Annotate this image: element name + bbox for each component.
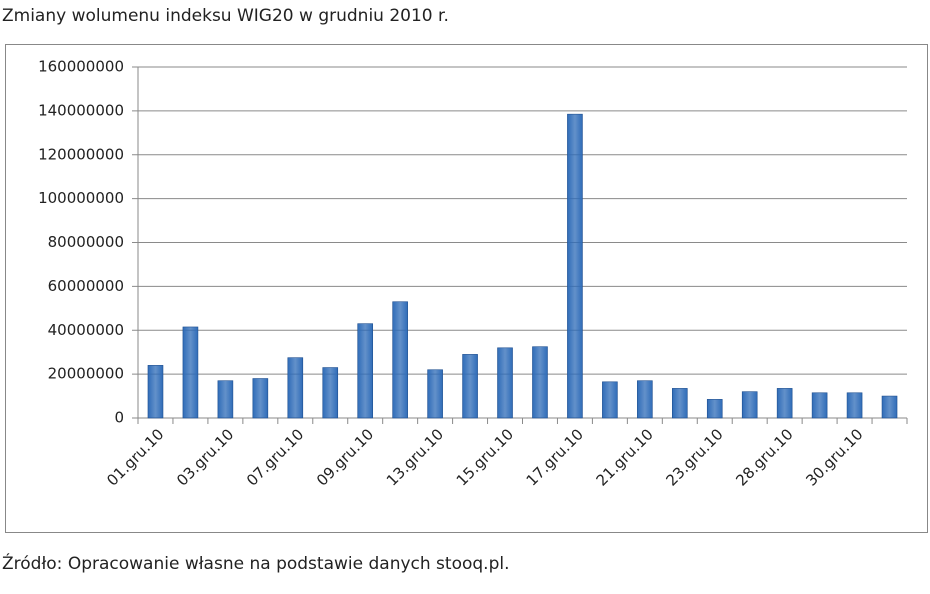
y-tick-label: 100000000 xyxy=(38,189,124,207)
bar xyxy=(637,380,653,419)
source-note: Źródło: Opracowanie własne na podstawie … xyxy=(2,552,510,574)
bar xyxy=(497,347,513,419)
x-tick-label: 09.gru.10 xyxy=(313,425,377,489)
bar xyxy=(567,113,583,419)
x-tick-label: 03.gru.10 xyxy=(173,425,237,489)
y-tick-label: 40000000 xyxy=(48,321,124,339)
bar xyxy=(706,399,723,419)
bar xyxy=(671,388,688,419)
bar xyxy=(357,323,374,419)
y-tick-label: 60000000 xyxy=(48,277,124,295)
bar xyxy=(392,301,408,419)
x-tick-label: 30.gru.10 xyxy=(802,425,866,489)
x-tick-label: 07.gru.10 xyxy=(243,425,307,489)
x-tick-label: 01.gru.10 xyxy=(103,425,167,489)
chart-title: Zmiany wolumenu indeksu WIG20 w grudniu … xyxy=(2,6,449,26)
bar xyxy=(462,354,478,419)
y-tick-label: 160000000 xyxy=(38,58,124,76)
bar xyxy=(427,369,443,419)
y-tick-label: 120000000 xyxy=(38,145,124,163)
x-tick-label: 28.gru.10 xyxy=(732,425,796,489)
bar xyxy=(322,367,339,419)
bar xyxy=(287,357,304,419)
bar xyxy=(182,326,199,419)
bar xyxy=(776,388,793,419)
y-tick-label: 140000000 xyxy=(38,101,124,119)
bar xyxy=(252,378,269,419)
x-tick-label: 23.gru.10 xyxy=(662,425,726,489)
bar xyxy=(602,381,618,419)
bar xyxy=(741,391,758,419)
y-tick-label: 80000000 xyxy=(48,233,124,251)
chart-frame xyxy=(5,44,928,533)
bar xyxy=(532,346,548,419)
y-tick-label: 0 xyxy=(114,409,124,427)
x-tick-label: 15.gru.10 xyxy=(453,425,517,489)
bar xyxy=(147,365,164,419)
x-tick-label: 13.gru.10 xyxy=(383,425,447,489)
y-tick-label: 20000000 xyxy=(48,365,124,383)
bar xyxy=(881,395,898,419)
bar xyxy=(811,392,828,419)
bar xyxy=(846,392,863,419)
bar xyxy=(217,380,234,419)
x-tick-label: 17.gru.10 xyxy=(523,425,587,489)
x-tick-label: 21.gru.10 xyxy=(593,425,657,489)
